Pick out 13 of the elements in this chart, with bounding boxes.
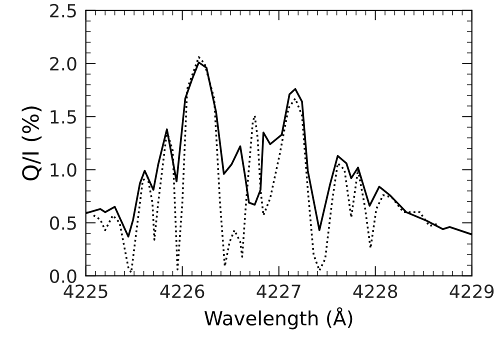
x-tick-label: 4225 <box>64 284 108 298</box>
y-tick-label: 0.5 <box>50 216 76 230</box>
y-axis-title: Q/I (%) <box>22 106 42 180</box>
y-tick-label: 1.0 <box>50 163 76 177</box>
x-axis-title: Wavelength (Å) <box>204 307 352 330</box>
y-tick-label: 0.0 <box>50 269 76 283</box>
y-tick-label: 2.5 <box>50 4 76 18</box>
x-tick-label: 4227 <box>256 284 300 298</box>
y-tick-label: 2.0 <box>50 56 76 71</box>
x-tick-label: 4229 <box>450 284 494 298</box>
x-tick-label: 4228 <box>353 284 398 298</box>
y-tick-label: 1.5 <box>50 110 76 124</box>
x-tick-label: 4226 <box>160 284 204 298</box>
